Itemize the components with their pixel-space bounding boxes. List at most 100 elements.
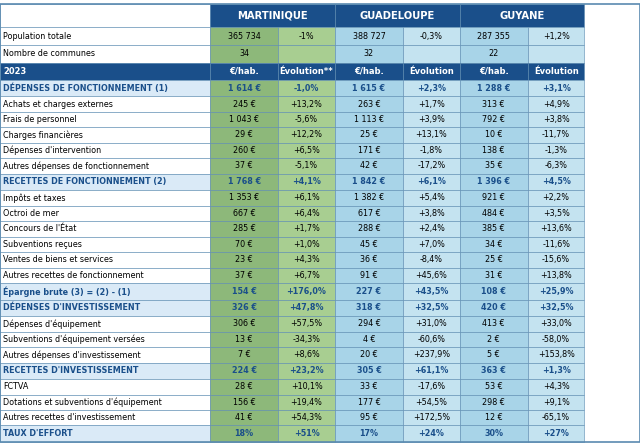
Bar [335, 206, 403, 221]
Text: +13,8%: +13,8% [540, 271, 572, 280]
Text: +43,5%: +43,5% [414, 287, 449, 296]
Text: 326 €: 326 € [232, 303, 257, 312]
Bar [335, 331, 403, 347]
Bar [335, 4, 460, 28]
Text: +47,8%: +47,8% [289, 303, 324, 312]
Text: +6,1%: +6,1% [293, 194, 320, 202]
Bar [403, 237, 460, 252]
Bar [460, 347, 528, 363]
Text: 31 €: 31 € [485, 271, 502, 280]
Text: 792 €: 792 € [483, 115, 505, 124]
Bar [403, 410, 460, 425]
Text: Ventes de biens et services: Ventes de biens et services [3, 255, 113, 264]
Text: 365 734: 365 734 [228, 32, 260, 41]
Text: +3,1%: +3,1% [541, 83, 571, 92]
Text: 53 €: 53 € [485, 382, 502, 391]
Bar [403, 28, 460, 45]
Bar [0, 300, 210, 316]
Bar [460, 63, 528, 80]
Bar [0, 395, 210, 410]
Bar [0, 268, 210, 283]
Bar [0, 331, 210, 347]
Text: 921 €: 921 € [483, 194, 505, 202]
Text: +2,3%: +2,3% [417, 83, 446, 92]
Text: Population totale: Population totale [3, 32, 71, 41]
Text: -6,3%: -6,3% [545, 161, 568, 170]
Text: +33,0%: +33,0% [540, 319, 572, 328]
Text: +24%: +24% [419, 429, 444, 438]
Text: +1,0%: +1,0% [293, 240, 320, 249]
Text: Évolution**: Évolution** [280, 67, 333, 76]
Text: 245 €: 245 € [233, 99, 255, 108]
Text: €/hab.: €/hab. [354, 67, 384, 76]
Bar [210, 268, 278, 283]
Bar [0, 96, 210, 112]
Bar [278, 28, 335, 45]
Text: TAUX D'EFFORT: TAUX D'EFFORT [3, 429, 72, 438]
Bar [335, 252, 403, 268]
Bar [460, 425, 528, 442]
Text: Charges financières: Charges financières [3, 130, 83, 140]
Bar [278, 80, 335, 96]
Bar [210, 80, 278, 96]
Text: 1 353 €: 1 353 € [229, 194, 259, 202]
Text: -58,0%: -58,0% [542, 335, 570, 344]
Text: +3,8%: +3,8% [418, 209, 445, 218]
Text: 91 €: 91 € [360, 271, 378, 280]
Bar [460, 96, 528, 112]
Bar [278, 283, 335, 300]
Bar [210, 173, 278, 190]
Text: +1,7%: +1,7% [293, 224, 320, 233]
Bar [210, 63, 278, 80]
Bar [0, 4, 210, 28]
Bar [528, 96, 584, 112]
Bar [528, 300, 584, 316]
Text: 5 €: 5 € [488, 350, 500, 359]
Bar [403, 395, 460, 410]
Bar [278, 190, 335, 206]
Bar [210, 206, 278, 221]
Text: +31,0%: +31,0% [415, 319, 447, 328]
Bar [403, 206, 460, 221]
Bar [0, 112, 210, 127]
Text: 1 382 €: 1 382 € [354, 194, 384, 202]
Text: -11,6%: -11,6% [542, 240, 570, 249]
Text: +10,1%: +10,1% [291, 382, 323, 391]
Text: Épargne brute (3) = (2) - (1): Épargne brute (3) = (2) - (1) [3, 286, 131, 297]
Bar [528, 206, 584, 221]
Bar [0, 173, 210, 190]
Text: 298 €: 298 € [483, 398, 505, 407]
Text: 617 €: 617 € [358, 209, 380, 218]
Bar [278, 331, 335, 347]
Text: +8,6%: +8,6% [293, 350, 320, 359]
Bar [460, 252, 528, 268]
Text: 13 €: 13 € [236, 335, 253, 344]
Text: 10 €: 10 € [485, 131, 502, 140]
Text: +4,3%: +4,3% [543, 382, 570, 391]
Text: -11,7%: -11,7% [542, 131, 570, 140]
Text: 306 €: 306 € [233, 319, 255, 328]
Bar [278, 300, 335, 316]
Bar [528, 331, 584, 347]
Text: Autres dépenses de fonctionnement: Autres dépenses de fonctionnement [3, 161, 149, 171]
Text: +6,5%: +6,5% [293, 146, 320, 155]
Bar [460, 190, 528, 206]
Text: FCTVA: FCTVA [3, 382, 28, 391]
Text: +54,5%: +54,5% [415, 398, 447, 407]
Bar [528, 63, 584, 80]
Text: Dotations et subventions d'équipement: Dotations et subventions d'équipement [3, 397, 162, 407]
Text: €/hab.: €/hab. [229, 67, 259, 76]
Text: -5,6%: -5,6% [295, 115, 318, 124]
Text: 2 €: 2 € [488, 335, 500, 344]
Bar [460, 158, 528, 173]
Bar [528, 221, 584, 237]
Bar [528, 158, 584, 173]
Text: 17%: 17% [360, 429, 378, 438]
Bar [210, 190, 278, 206]
Text: +3,5%: +3,5% [543, 209, 570, 218]
Text: 25 €: 25 € [485, 255, 502, 264]
Bar [403, 283, 460, 300]
Text: +237,9%: +237,9% [413, 350, 450, 359]
Bar [0, 347, 210, 363]
Bar [0, 425, 210, 442]
